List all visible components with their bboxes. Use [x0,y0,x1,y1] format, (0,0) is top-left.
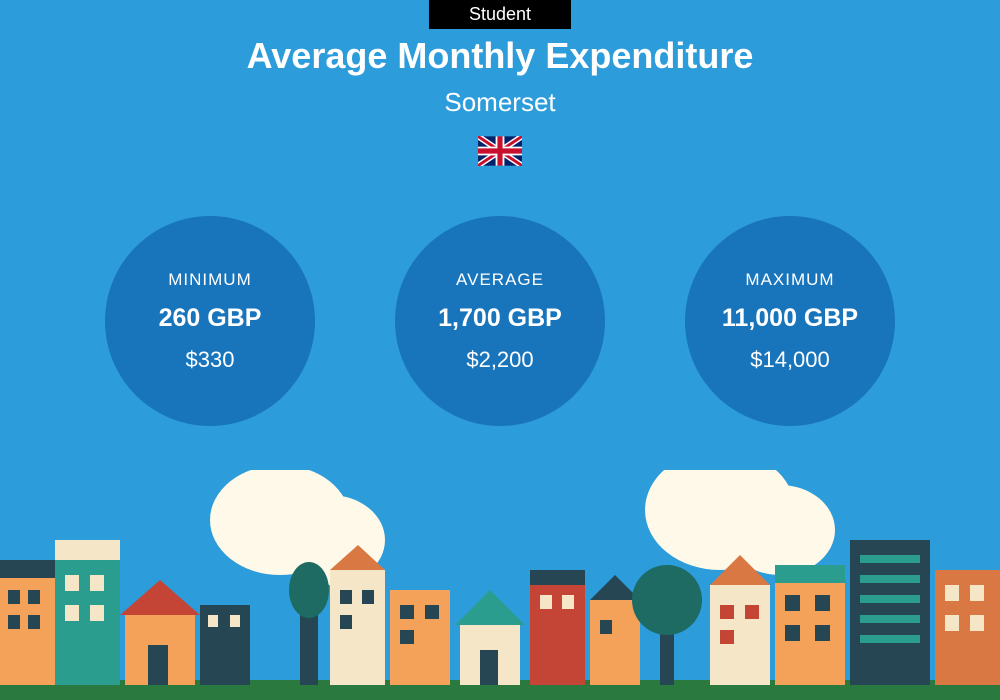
stat-label: MINIMUM [168,270,251,290]
stat-value-gbp: 1,700 GBP [438,304,562,333]
stat-label: AVERAGE [456,270,544,290]
stat-label: MAXIMUM [745,270,834,290]
stat-value-usd: $14,000 [750,347,830,373]
stat-value-usd: $2,200 [466,347,533,373]
stat-circle-average: AVERAGE 1,700 GBP $2,200 [395,216,605,426]
stat-value-gbp: 11,000 GBP [722,304,858,333]
badge-label: Student [469,4,531,24]
stats-container: MINIMUM 260 GBP $330 AVERAGE 1,700 GBP $… [0,216,1000,426]
cityscape-illustration [0,470,1000,700]
category-badge: Student [429,0,571,29]
stat-circle-minimum: MINIMUM 260 GBP $330 [105,216,315,426]
location-name: Somerset [0,87,1000,118]
uk-flag-icon [478,136,522,166]
stat-value-gbp: 260 GBP [159,304,262,333]
stat-value-usd: $330 [186,347,235,373]
stat-circle-maximum: MAXIMUM 11,000 GBP $14,000 [685,216,895,426]
page-title: Average Monthly Expenditure [0,35,1000,77]
